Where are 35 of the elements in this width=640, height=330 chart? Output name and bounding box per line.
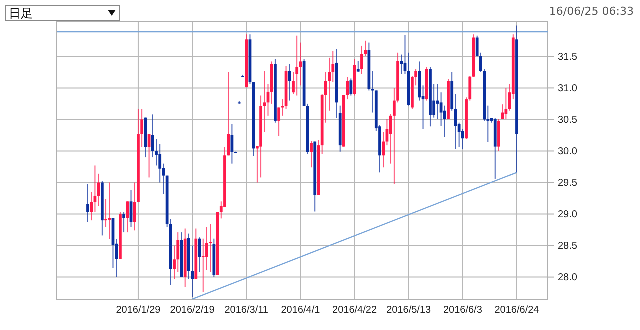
candlestick (310, 140, 313, 168)
text: 16/06/25 06:33 (549, 5, 634, 18)
y-tick-label: 28.5 (558, 240, 578, 252)
dropdown: 日足 (5, 5, 120, 21)
x-tick-label: 2016/4/22 (332, 305, 378, 316)
x-tick-label: 2016/3/11 (224, 305, 269, 316)
candlestick (209, 224, 212, 273)
candlestick (86, 184, 90, 223)
x-tick-label: 2016/6/3 (443, 305, 483, 316)
y-tick-label: 30.0 (558, 146, 578, 158)
y-tick-label: 30.5 (558, 114, 578, 126)
x-tick-label: 2016/6/24 (494, 305, 540, 316)
candlestick (350, 78, 353, 96)
candlestick (288, 64, 292, 102)
candlestick (227, 72, 230, 156)
y-tick-label: 29.0 (558, 209, 578, 220)
x-tick-label: 2016/4/1 (281, 305, 321, 316)
candlestick (108, 182, 112, 240)
y-tick-label: 29.5 (558, 178, 578, 189)
candlestick (356, 60, 360, 73)
x-tick-label: 2016/1/29 (116, 305, 162, 316)
y-tick-label: 31.5 (558, 52, 578, 63)
candlestick (97, 173, 100, 207)
candlestick (436, 84, 440, 120)
x-tick-label: 2016/5/13 (386, 305, 432, 316)
candlestick (296, 35, 299, 96)
y-tick-label: 31.0 (558, 83, 578, 94)
candlestick (360, 45, 364, 75)
candlestick (440, 92, 443, 127)
y-tick-label: 28.0 (558, 272, 578, 284)
x-tick-label: 2016/2/19 (170, 305, 216, 316)
candlestick (126, 201, 130, 234)
candlestick (122, 212, 126, 234)
candlestick (504, 88, 508, 120)
candlestick (299, 42, 302, 86)
